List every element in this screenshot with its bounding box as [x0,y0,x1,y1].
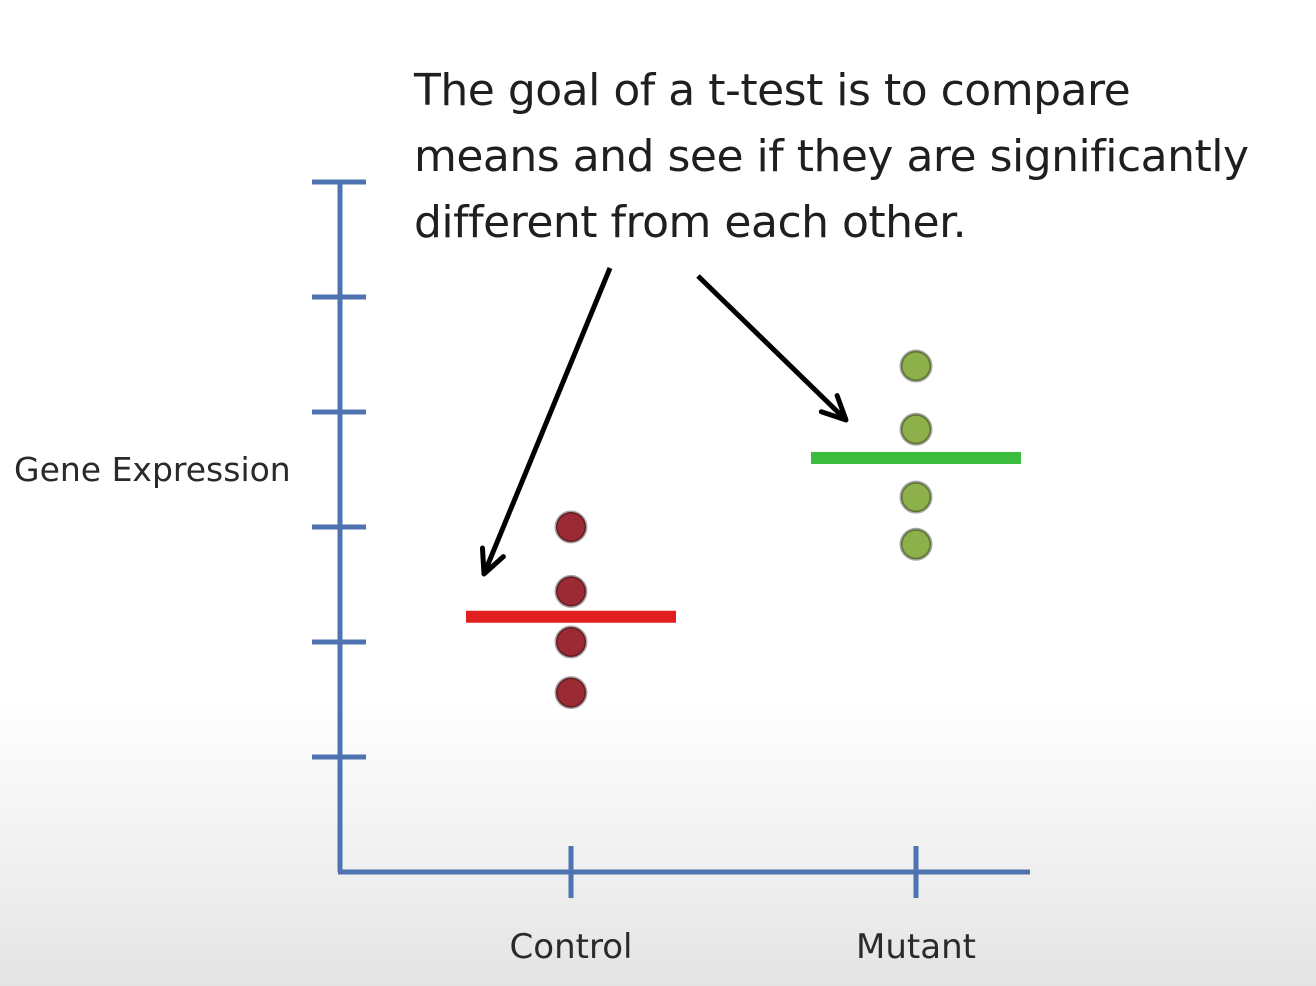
axes [312,179,1030,898]
data-point-control [554,625,588,659]
data-points [554,349,933,710]
data-point-mutant [899,349,933,383]
x-tick-label: Control [510,927,633,967]
arrows [479,267,849,577]
annotation-text: The goal of a t-test is to compare means… [414,65,1249,248]
data-point-control [554,676,588,710]
data-point-mutant [899,527,933,561]
arrow-to-mutant-head [818,393,849,423]
x-tick-labels: Control Mutant [510,927,976,967]
data-point-control [554,510,588,544]
arrow-to-control [481,267,613,575]
data-point-mutant [899,480,933,514]
arrow-to-control-head [479,545,506,577]
data-point-mutant [899,412,933,446]
arrow-to-mutant [696,274,848,422]
mean-lines [466,452,1021,623]
x-tick-label: Mutant [856,927,976,967]
y-axis-label: Gene Expression [14,450,291,489]
data-point-control [554,574,588,608]
